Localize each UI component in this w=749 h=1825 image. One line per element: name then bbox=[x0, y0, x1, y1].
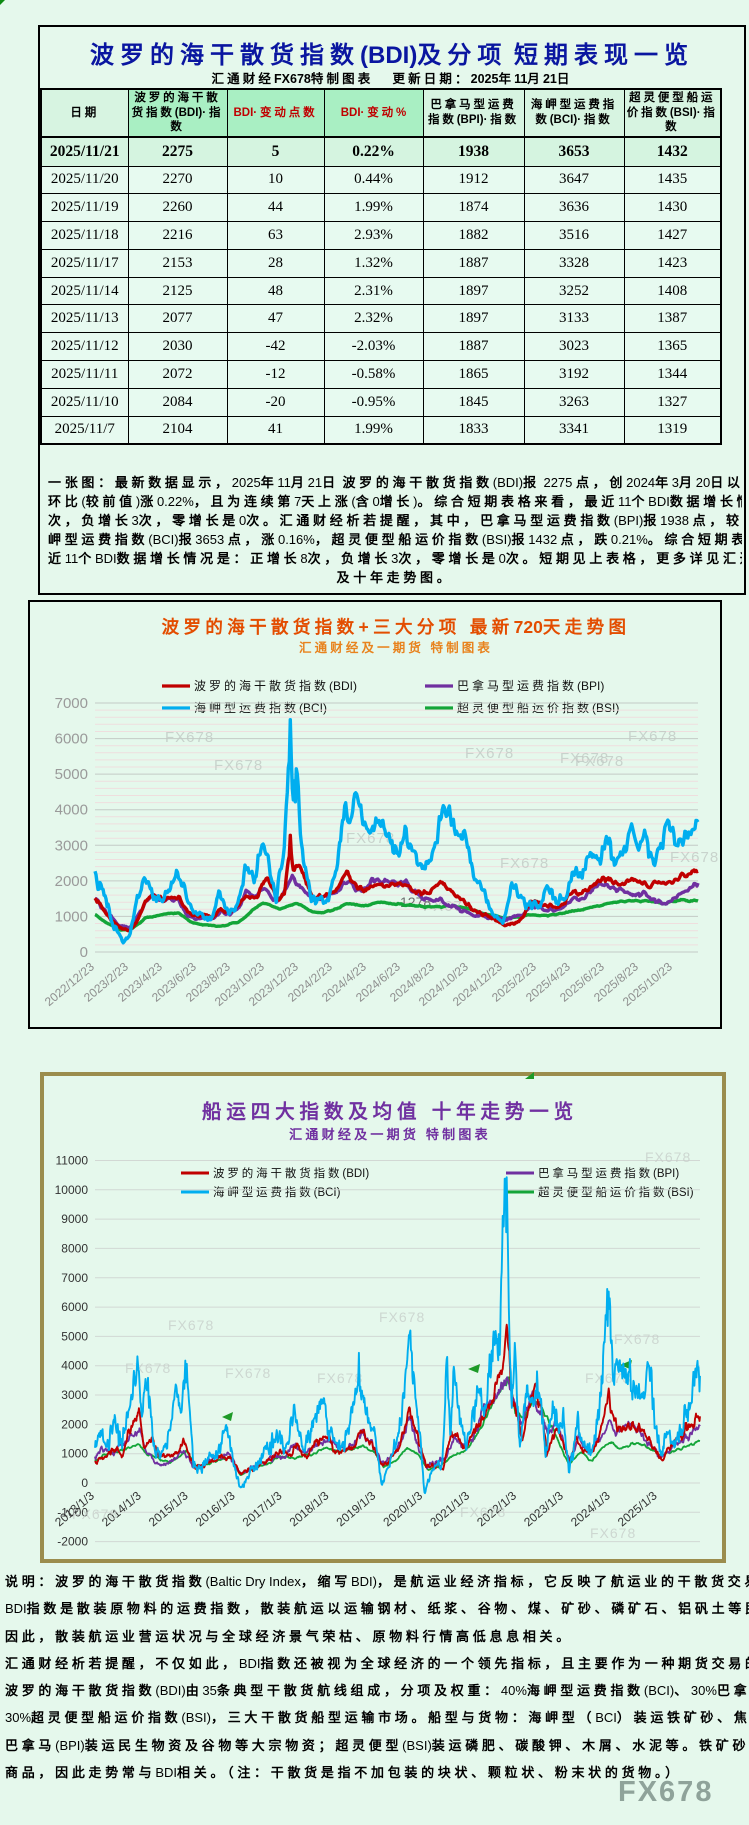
svg-text:FX678: FX678 bbox=[214, 757, 263, 774]
svg-text:FX678: FX678 bbox=[628, 728, 677, 745]
svg-text:2000: 2000 bbox=[55, 873, 88, 890]
svg-text:FX678: FX678 bbox=[575, 753, 624, 770]
svg-text:FX678: FX678 bbox=[125, 1360, 171, 1376]
svg-text:2015/1/3: 2015/1/3 bbox=[146, 1488, 191, 1529]
svg-text:FX678: FX678 bbox=[168, 1317, 214, 1333]
svg-text:-1000: -1000 bbox=[57, 1505, 88, 1519]
svg-text:5000: 5000 bbox=[55, 766, 88, 783]
svg-text:FX678: FX678 bbox=[585, 1370, 631, 1386]
svg-text:汇通财经及一期货 特制图表: 汇通财经及一期货 特制图表 bbox=[289, 1127, 491, 1142]
svg-text:FX678: FX678 bbox=[346, 830, 395, 847]
svg-text:海岬型运费指数(BCI): 海岬型运费指数(BCI) bbox=[213, 1185, 341, 1199]
svg-text:10000: 10000 bbox=[55, 1183, 89, 1197]
svg-text:2016/1/3: 2016/1/3 bbox=[193, 1488, 238, 1529]
svg-text:2020/1/3: 2020/1/3 bbox=[380, 1488, 425, 1529]
svg-text:FX678: FX678 bbox=[465, 745, 514, 762]
svg-text:11000: 11000 bbox=[56, 1154, 89, 1168]
svg-text:0: 0 bbox=[81, 1476, 88, 1490]
svg-text:FX678: FX678 bbox=[670, 849, 719, 866]
svg-text:3000: 3000 bbox=[55, 837, 88, 854]
svg-text:1000: 1000 bbox=[61, 1447, 88, 1461]
svg-text:海岬型运费指数(BCI): 海岬型运费指数(BCI) bbox=[194, 700, 327, 715]
svg-text:8000: 8000 bbox=[61, 1241, 88, 1255]
svg-text:FX678: FX678 bbox=[645, 1149, 691, 1165]
svg-text:6000: 6000 bbox=[55, 731, 88, 748]
svg-text:5000: 5000 bbox=[61, 1329, 88, 1343]
svg-text:巴拿马型运费指数(BPI): 巴拿马型运费指数(BPI) bbox=[457, 678, 604, 693]
svg-text:7000: 7000 bbox=[61, 1271, 88, 1285]
svg-text:2000: 2000 bbox=[61, 1417, 88, 1431]
svg-text:3000: 3000 bbox=[61, 1388, 88, 1402]
svg-text:6000: 6000 bbox=[61, 1300, 88, 1314]
svg-text:FX678: FX678 bbox=[165, 729, 214, 746]
svg-text:FX678: FX678 bbox=[317, 1370, 363, 1386]
svg-text:7000: 7000 bbox=[55, 695, 88, 712]
svg-text:波罗的海干散货指数(BDI): 波罗的海干散货指数(BDI) bbox=[194, 678, 357, 693]
svg-text:FX678: FX678 bbox=[614, 1331, 660, 1347]
svg-text:9000: 9000 bbox=[61, 1212, 88, 1226]
svg-text:4000: 4000 bbox=[61, 1359, 88, 1373]
svg-text:FX678: FX678 bbox=[500, 855, 549, 872]
svg-text:2019/1/3: 2019/1/3 bbox=[334, 1488, 379, 1529]
svg-text:FX678: FX678 bbox=[590, 1525, 636, 1541]
svg-text:船运四大指数及均值 十年走势一览: 船运四大指数及均值 十年走势一览 bbox=[202, 1100, 578, 1123]
svg-text:FX678: FX678 bbox=[225, 1365, 271, 1381]
svg-text:波罗的海干散货指数(BDI): 波罗的海干散货指数(BDI) bbox=[213, 1166, 369, 1180]
svg-text:超灵便型船运价指数(BSI): 超灵便型船运价指数(BSI) bbox=[457, 700, 619, 715]
svg-text:2024/1/3: 2024/1/3 bbox=[568, 1488, 613, 1529]
svg-text:巴拿马型运费指数(BPI): 巴拿马型运费指数(BPI) bbox=[538, 1166, 679, 1180]
svg-text:2025/1/3: 2025/1/3 bbox=[615, 1488, 660, 1529]
svg-text:2023/1/3: 2023/1/3 bbox=[521, 1488, 566, 1529]
svg-text:FX678: FX678 bbox=[560, 750, 609, 767]
svg-text:1000: 1000 bbox=[55, 908, 88, 925]
svg-text:4000: 4000 bbox=[55, 802, 88, 819]
svg-text:0: 0 bbox=[80, 944, 88, 961]
svg-text:FX678: FX678 bbox=[460, 1504, 506, 1520]
svg-text:2017/1/3: 2017/1/3 bbox=[240, 1488, 285, 1529]
svg-text:汇通财经及一期货 特制图表: 汇通财经及一期货 特制图表 bbox=[299, 640, 493, 655]
svg-text:FX678: FX678 bbox=[379, 1309, 425, 1325]
svg-text:-2000: -2000 bbox=[57, 1535, 88, 1549]
svg-text:FX678: FX678 bbox=[72, 1506, 118, 1522]
svg-text:超灵便型船运价指数(BSI): 超灵便型船运价指数(BSI) bbox=[538, 1185, 694, 1199]
svg-text:波罗的海干散货指数+三大分项 最新720天走势图: 波罗的海干散货指数+三大分项 最新720天走势图 bbox=[162, 617, 631, 637]
svg-text:2018/1/3: 2018/1/3 bbox=[287, 1488, 332, 1529]
